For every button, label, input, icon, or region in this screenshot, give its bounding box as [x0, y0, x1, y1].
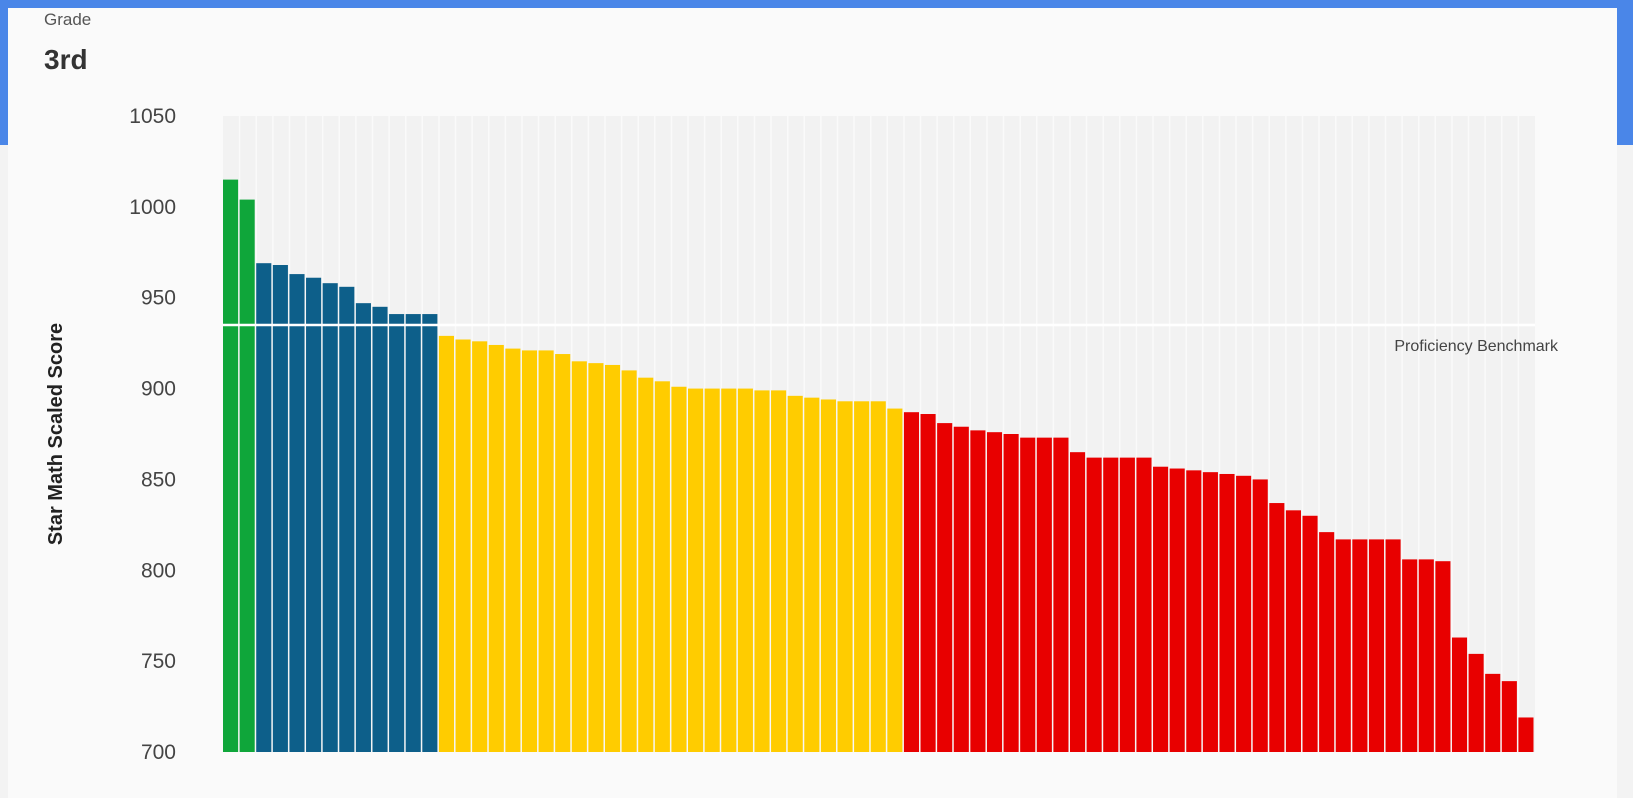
bar-red	[1501, 681, 1517, 752]
y-tick-label: 850	[141, 468, 176, 491]
bar-yellow	[887, 408, 903, 752]
bar-yellow	[870, 401, 886, 752]
bar-red	[1236, 475, 1252, 752]
bar-blue	[272, 265, 288, 752]
bar-red	[1136, 457, 1152, 752]
bar-red	[1352, 539, 1368, 752]
y-tick-label: 800	[141, 559, 176, 582]
bar-red	[903, 412, 920, 752]
bar-green	[239, 199, 255, 753]
y-tick-label: 1050	[129, 105, 176, 128]
bar-red	[1036, 437, 1052, 752]
bar-red	[937, 423, 953, 752]
bar-red	[1169, 468, 1185, 752]
bar-yellow	[621, 370, 637, 752]
bar-green	[223, 179, 239, 753]
y-tick-label: 750	[141, 650, 176, 673]
bar-red	[1219, 473, 1235, 752]
bar-red	[1020, 437, 1036, 752]
bar-red	[1385, 539, 1401, 752]
bar-blue	[289, 274, 305, 752]
bar-red	[1069, 452, 1086, 752]
bar-red	[1103, 457, 1119, 752]
bar-yellow	[505, 348, 521, 752]
bar-yellow	[737, 388, 753, 752]
bar-red	[1202, 472, 1218, 752]
bar-red	[1285, 510, 1301, 752]
y-tick-label: 950	[141, 287, 176, 310]
bar-yellow	[854, 401, 870, 752]
bar-blue	[339, 286, 355, 752]
bar-red	[1451, 637, 1468, 752]
bar-blue	[389, 314, 405, 752]
bar-red	[1518, 717, 1534, 752]
bar-blue	[355, 303, 371, 752]
bar-red	[1003, 434, 1019, 752]
y-tick-label: 700	[141, 741, 176, 764]
bar-red	[1252, 479, 1268, 752]
bar-yellow	[787, 395, 803, 752]
bar-yellow	[455, 339, 471, 752]
y-tick-label: 900	[141, 378, 176, 401]
y-axis-ticks: 700 750 800 850 900 950 1000 1050	[129, 105, 176, 764]
bar-red	[1269, 503, 1285, 752]
bar-red	[1086, 457, 1102, 752]
bar-red	[1468, 653, 1484, 752]
bar-blue	[422, 314, 438, 752]
bar-yellow	[837, 401, 853, 752]
bar-yellow	[704, 388, 720, 752]
bar-yellow	[538, 350, 554, 752]
bar-red	[1119, 457, 1135, 752]
bar-yellow	[571, 361, 587, 752]
bar-red	[920, 414, 936, 752]
bar-red	[1053, 437, 1069, 752]
bar-red	[1302, 515, 1318, 752]
bar-yellow	[472, 341, 488, 752]
bar-yellow	[521, 350, 538, 752]
bar-red	[986, 432, 1003, 752]
bar-blue	[256, 263, 272, 752]
bar-red	[1319, 532, 1335, 752]
bar-red	[1418, 559, 1434, 752]
bar-yellow	[771, 390, 787, 752]
bar-blue	[405, 314, 421, 752]
bar-red	[1485, 673, 1501, 752]
bar-yellow	[721, 388, 737, 752]
grade-value: 3rd	[44, 44, 88, 75]
bar-red	[1153, 466, 1169, 752]
bar-blue	[306, 277, 322, 752]
bar-red	[970, 430, 986, 752]
bar-red	[1368, 539, 1385, 752]
bar-yellow	[438, 335, 455, 752]
bar-blue	[322, 283, 338, 752]
bar-yellow	[588, 363, 604, 752]
bar-red	[1335, 539, 1351, 752]
bar-yellow	[654, 381, 670, 752]
bar-red	[953, 426, 969, 752]
y-axis-label: Star Math Scaled Score	[45, 323, 67, 545]
bar-red	[1402, 559, 1418, 752]
bar-yellow	[555, 354, 571, 752]
bar-yellow	[804, 397, 820, 752]
benchmark-label: Proficiency Benchmark	[1394, 338, 1559, 355]
bar-red	[1186, 470, 1202, 752]
bar-yellow	[604, 364, 621, 752]
bar-yellow	[688, 388, 704, 752]
bar-yellow	[488, 344, 504, 752]
grade-label: Grade	[44, 10, 92, 29]
y-tick-label: 1000	[129, 196, 176, 219]
bar-blue	[372, 306, 388, 752]
bar-yellow	[820, 399, 836, 752]
bar-yellow	[671, 386, 687, 752]
bar-red	[1435, 561, 1451, 752]
bars	[223, 179, 1534, 753]
bar-yellow	[754, 390, 770, 752]
bar-yellow	[638, 377, 654, 752]
